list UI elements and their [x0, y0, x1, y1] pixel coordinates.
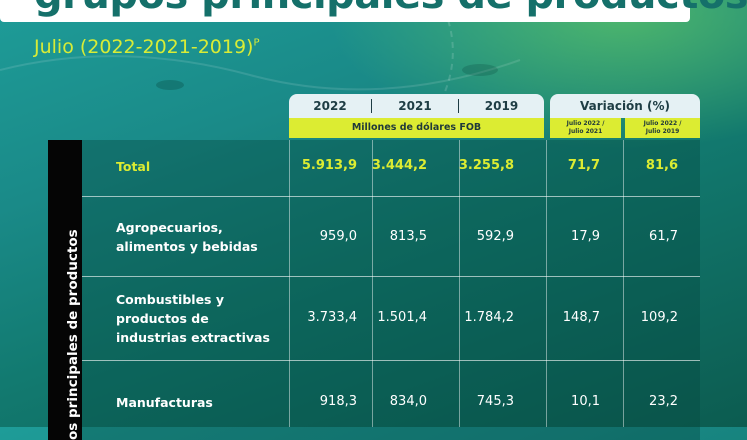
row-label-line: Agropecuarios,: [116, 220, 223, 235]
cell-value: 81,6: [645, 158, 678, 173]
year-header-2019: 2019: [484, 99, 519, 113]
page-subtitle: Julio (2022-2021-2019)P: [34, 36, 260, 58]
row-label: Manufacturas: [116, 393, 213, 412]
subtitle-mark: P: [253, 37, 260, 49]
row-label: Agropecuarios, alimentos y bebidas: [116, 218, 258, 256]
cell-value: 959,0: [319, 229, 357, 244]
page-title: grupos principales de productos: [34, 0, 747, 18]
cell-value: 10,1: [571, 394, 600, 409]
variation-header-label: Variación (%): [579, 99, 671, 113]
cell-value: 17,9: [571, 229, 600, 244]
cell-value: 745,3: [476, 394, 514, 409]
cell-value: 592,9: [476, 229, 514, 244]
side-bar: [48, 140, 82, 440]
row-divider: [82, 196, 700, 197]
table-body: [48, 140, 700, 440]
year-header-2022: 2022: [313, 99, 347, 113]
column-divider: [372, 140, 373, 427]
row-label-line: productos de: [116, 310, 209, 326]
header-separator: [458, 99, 459, 113]
cell-value: 23,2: [649, 394, 678, 409]
column-divider: [623, 140, 624, 427]
variation-subheader-1: Julio 2022 / Julio 2021: [550, 118, 621, 138]
cell-value: 148,7: [562, 310, 600, 325]
units-header: Millones de dólares FOB: [289, 118, 544, 138]
row-label-line: Manufacturas: [116, 394, 213, 410]
cell-value: 813,5: [389, 229, 427, 244]
row-divider: [82, 276, 700, 277]
header-separator: [371, 99, 372, 113]
cell-value: 3.733,4: [307, 310, 357, 325]
side-label: os principales de productos: [65, 229, 81, 440]
cell-value: 3.255,8: [458, 158, 514, 173]
variation-subheader-2: Julio 2022 / Julio 2019: [625, 118, 700, 138]
column-divider: [546, 140, 547, 427]
column-divider: [289, 140, 290, 427]
row-label: Total: [116, 157, 150, 176]
row-label-line: industrias extractivas: [116, 329, 270, 345]
row-label: Combustibles y productos de industrias ext…: [116, 290, 270, 347]
row-label-line: Total: [116, 158, 151, 174]
cell-value: 1.501,4: [377, 310, 427, 325]
cell-value: 1.784,2: [464, 310, 514, 325]
title-banner: [0, 0, 690, 22]
year-header-2021: 2021: [398, 99, 432, 113]
row-label-line: alimentos y bebidas: [116, 239, 258, 254]
cell-value: 3.444,2: [371, 158, 427, 173]
cell-value: 834,0: [389, 394, 427, 409]
row-label-line: Combustibles y: [116, 291, 224, 307]
variation-header: Variación (%): [550, 94, 700, 118]
column-divider: [459, 140, 460, 427]
cell-value: 61,7: [649, 229, 678, 244]
cell-value: 5.913,9: [301, 158, 357, 173]
year-header: 2022 2021 2019: [289, 94, 544, 118]
cell-value: 109,2: [640, 310, 678, 325]
cell-value: 918,3: [319, 394, 357, 409]
row-divider: [82, 360, 700, 361]
cell-value: 71,7: [567, 158, 600, 173]
